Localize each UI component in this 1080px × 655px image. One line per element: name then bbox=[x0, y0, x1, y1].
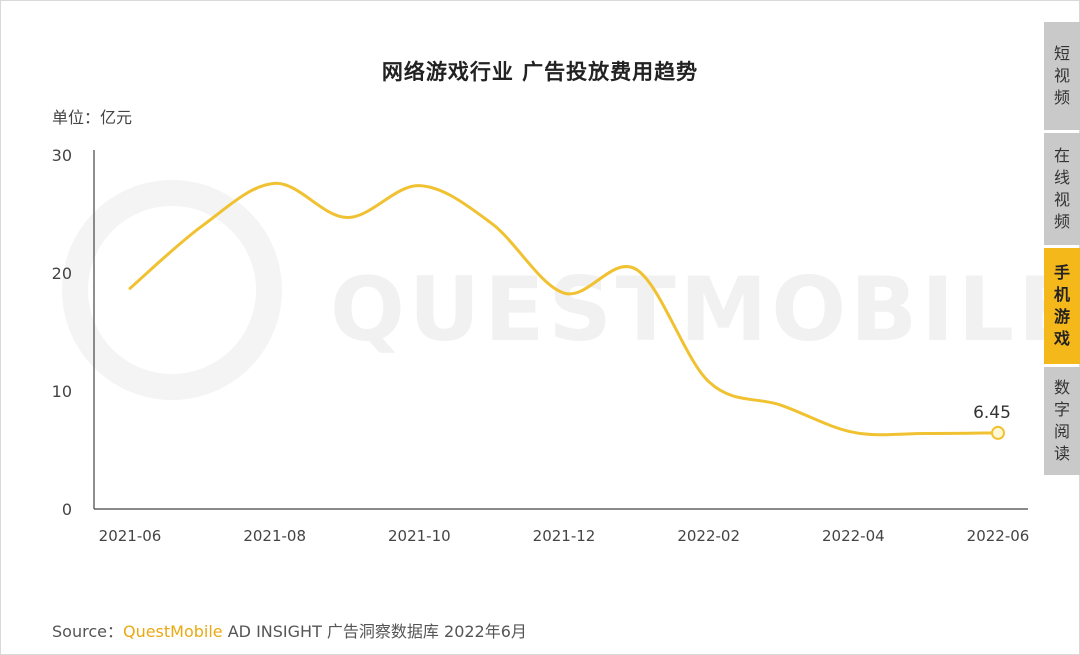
side-tab-char: 读 bbox=[1053, 444, 1070, 463]
x-tick-label: 2022-02 bbox=[677, 527, 740, 545]
side-tab-char: 视 bbox=[1053, 190, 1070, 209]
source-prefix: Source： bbox=[52, 622, 123, 641]
side-tab-2[interactable]: 在线视频 bbox=[1044, 133, 1080, 245]
side-tab-char: 数 bbox=[1053, 378, 1070, 397]
side-tab-char: 短 bbox=[1053, 44, 1070, 63]
category-tabs: 短视频在线视频手机游戏数字阅读 bbox=[1044, 22, 1080, 478]
watermark-text: QUESTMOBILE bbox=[330, 258, 1080, 361]
y-tick-label: 20 bbox=[52, 264, 72, 283]
data-label: 6.45 bbox=[973, 403, 1011, 423]
side-tab-char: 在 bbox=[1053, 146, 1070, 165]
chart-title: 网络游戏行业 广告投放费用趋势 bbox=[381, 60, 699, 84]
unit-label: 单位：亿元 bbox=[52, 108, 133, 127]
side-tab-3[interactable]: 手机游戏 bbox=[1044, 248, 1080, 364]
y-tick-label: 0 bbox=[62, 500, 72, 519]
side-tab-char: 频 bbox=[1053, 212, 1070, 231]
side-tab-char: 字 bbox=[1053, 400, 1070, 419]
side-tab-char: 线 bbox=[1053, 168, 1070, 187]
source-note: Source：QuestMobile AD INSIGHT 广告洞察数据库 20… bbox=[52, 618, 527, 642]
x-tick-label: 2021-10 bbox=[388, 527, 451, 545]
side-tab-char: 频 bbox=[1053, 88, 1070, 107]
line-chart: 0 10 20 30 2021-06 2021-08 2021-10 2021-12 2022-… bbox=[52, 146, 1030, 545]
side-tab-char: 手 bbox=[1053, 263, 1070, 282]
x-tick-label: 2021-12 bbox=[533, 527, 596, 545]
y-tick-label: 30 bbox=[52, 146, 72, 165]
side-tab-char: 机 bbox=[1053, 285, 1070, 304]
side-tab-1[interactable]: 短视频 bbox=[1044, 22, 1080, 130]
side-tab-char: 视 bbox=[1053, 66, 1070, 85]
source-rest: AD INSIGHT 广告洞察数据库 2022年6月 bbox=[222, 622, 527, 641]
side-tab-char: 戏 bbox=[1053, 329, 1070, 348]
x-tick-label: 2022-04 bbox=[822, 527, 885, 545]
x-tick-label: 2021-08 bbox=[243, 527, 306, 545]
x-tick-label: 2021-06 bbox=[99, 527, 162, 545]
x-tick-label: 2022-06 bbox=[967, 527, 1030, 545]
series-line bbox=[128, 181, 1000, 437]
source-brand: QuestMobile bbox=[122, 622, 223, 641]
last-point-marker bbox=[991, 425, 1005, 440]
side-tab-char: 阅 bbox=[1053, 422, 1070, 441]
side-tab-char: 游 bbox=[1053, 307, 1070, 326]
y-tick-label: 10 bbox=[52, 382, 72, 401]
side-tab-4[interactable]: 数字阅读 bbox=[1044, 367, 1080, 475]
